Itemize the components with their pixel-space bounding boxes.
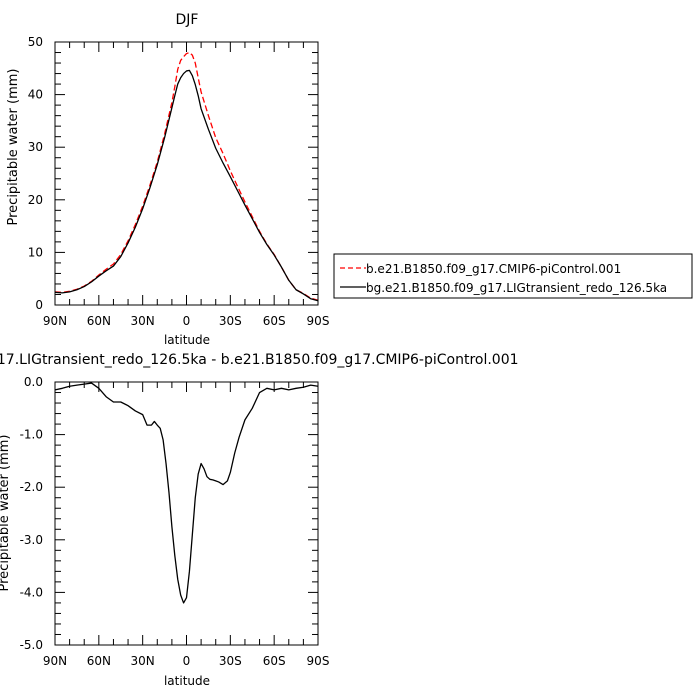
bottom-ytick-label: -4.0 (20, 585, 43, 599)
bottom-xtick-label: 0 (183, 654, 191, 668)
top-ytick-label: 50 (28, 35, 43, 49)
bottom-ytick-label: -5.0 (20, 638, 43, 652)
top-plot-frame (54, 41, 319, 306)
bottom-plot-frame (54, 381, 319, 646)
legend-label-piControl: b.e21.B1850.f09_g17.CMIP6-piControl.001 (366, 262, 621, 276)
bottom-xtick-label: 60N (87, 654, 111, 668)
legend: b.e21.B1850.f09_g17.CMIP6-piControl.001 … (333, 253, 693, 299)
bottom-xtick-label: 90S (307, 654, 330, 668)
bottom-panel: bg.e21.B1850.f09_g17.LIGtransient_redo_1… (0, 352, 519, 688)
bottom-series-line-0 (54, 382, 319, 604)
top-series (54, 51, 319, 302)
bottom-chart-title: bg.e21.B1850.f09_g17.LIGtransient_redo_1… (0, 352, 519, 368)
top-xtick-label: 60N (87, 314, 111, 328)
legend-box (333, 253, 693, 299)
top-x-axis-label: latitude (164, 333, 210, 347)
top-series-line-1 (54, 69, 319, 302)
bottom-ticks: 90N 60N 30N 0 30S 60S 90S 0.0 -1.0 -2.0 -3.0 -4.0 -5… (20, 375, 330, 668)
bottom-xtick-label: 30S (219, 654, 242, 668)
top-chart-title: DJF (176, 12, 199, 28)
top-xtick-label: 30N (131, 314, 155, 328)
top-ytick-label: 0 (35, 298, 43, 312)
legend-label-LIGtransient: bg.e21.B1850.f09_g17.LIGtransient_redo_1… (366, 281, 667, 295)
top-ticks: 90N 60N 30N 0 30S 60S 90S 0 10 20 30 40 50 (28, 35, 330, 328)
bottom-ytick-label: -1.0 (20, 428, 43, 442)
top-series-line-0 (54, 51, 319, 301)
top-xtick-label: 90S (307, 314, 330, 328)
top-ytick-label: 40 (28, 88, 43, 102)
bottom-xtick-label: 90N (43, 654, 67, 668)
bottom-x-axis-label: latitude (164, 674, 210, 688)
bottom-ytick-label: -2.0 (20, 480, 43, 494)
top-ytick-label: 10 (28, 245, 43, 259)
bottom-xtick-label: 30N (131, 654, 155, 668)
bottom-xtick-label: 60S (263, 654, 286, 668)
top-panel: DJF Precipitable water (mm) 90N 60N 30N 0 30… (6, 12, 329, 347)
top-xtick-label: 0 (183, 314, 191, 328)
top-ytick-label: 20 (28, 193, 43, 207)
bottom-ytick-label: -3.0 (20, 533, 43, 547)
bottom-y-axis-label: Precipitable water (mm) (0, 435, 12, 592)
top-y-axis-label: Precipitable water (mm) (6, 69, 21, 226)
top-xtick-label: 60S (263, 314, 286, 328)
top-xtick-label: 90N (43, 314, 67, 328)
bottom-ytick-label: 0.0 (24, 375, 43, 389)
top-ytick-label: 30 (28, 140, 43, 154)
top-xtick-label: 30S (219, 314, 242, 328)
bottom-series (54, 382, 319, 604)
